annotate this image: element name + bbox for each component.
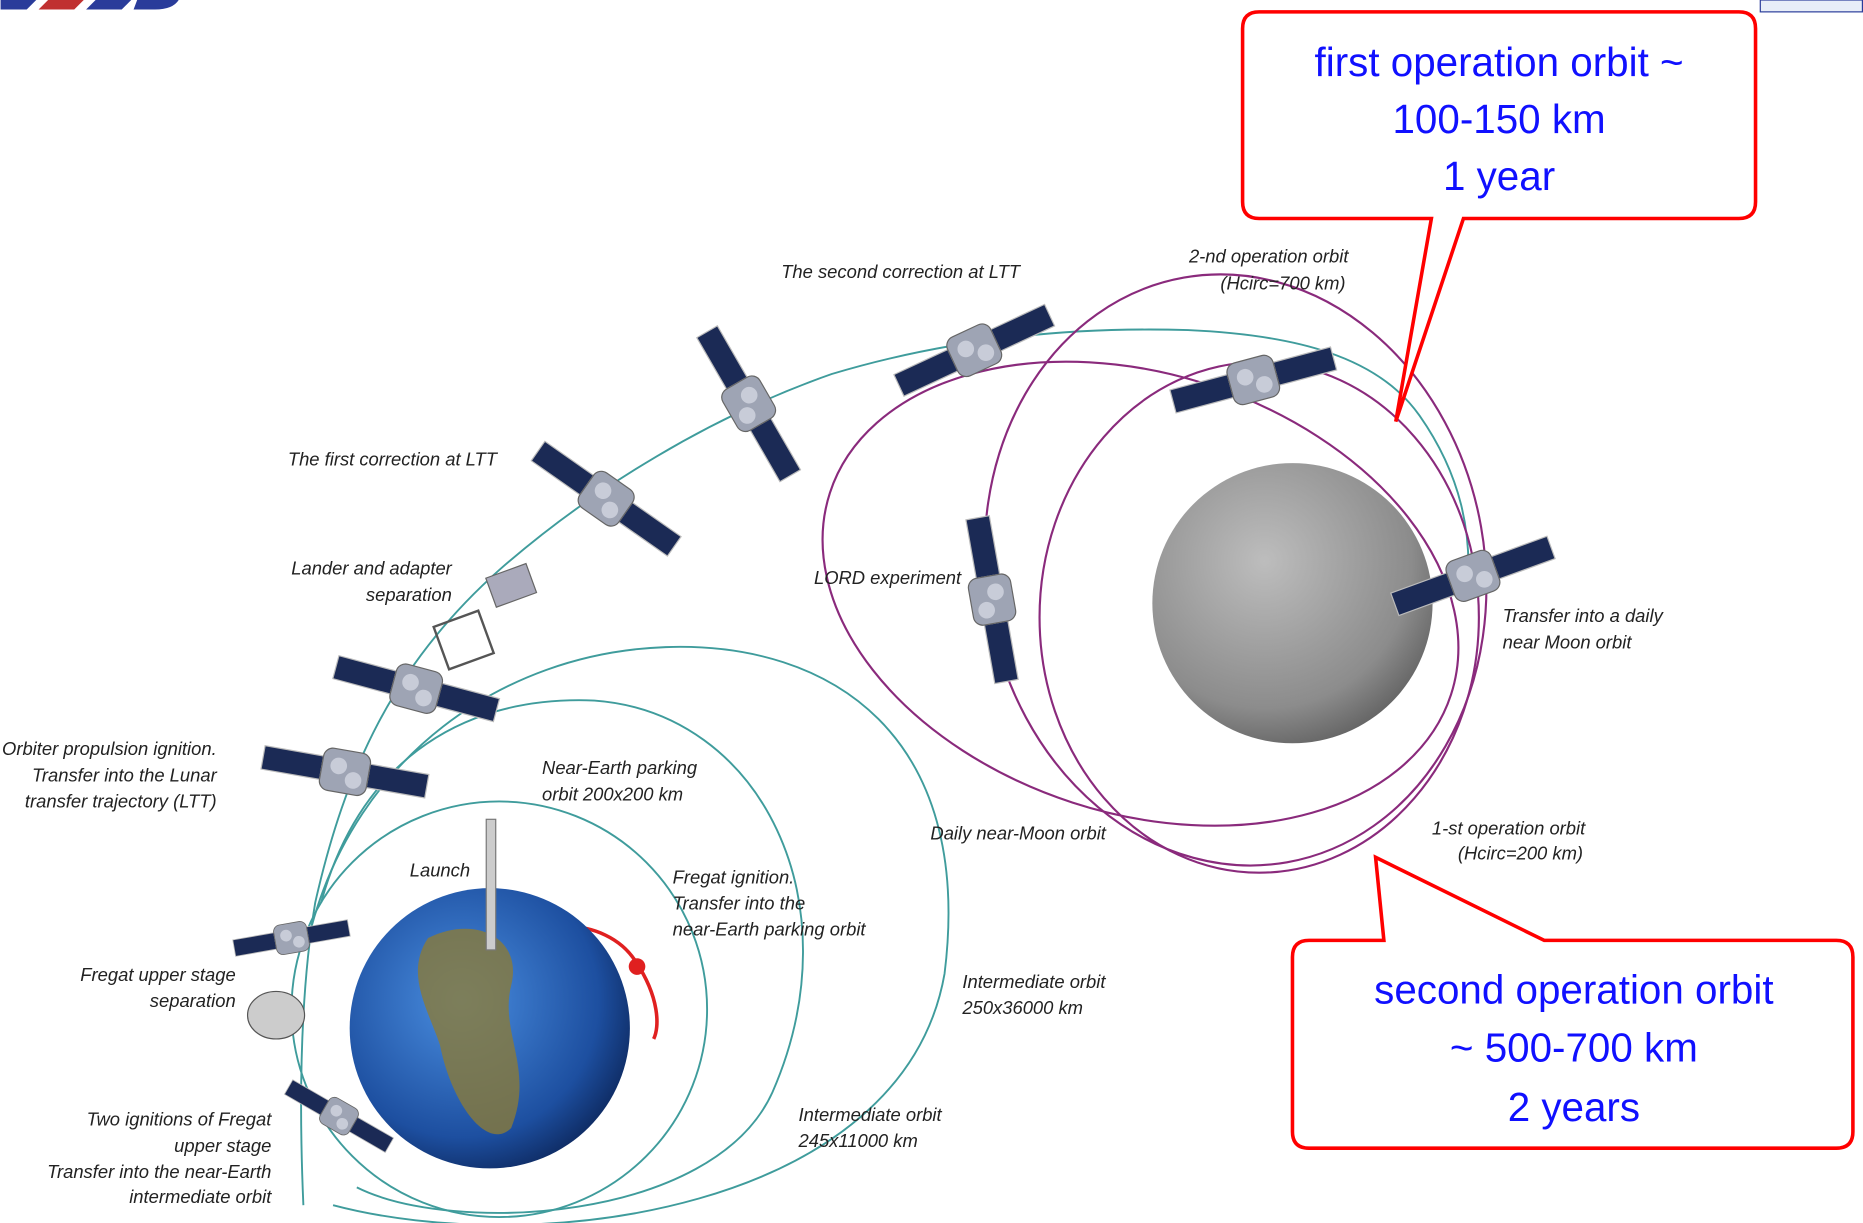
label: Intermediate orbit xyxy=(962,971,1106,992)
callout-text: ~ 500-700 km xyxy=(1450,1025,1698,1071)
label: upper stage xyxy=(174,1135,271,1156)
callout-text: 2 years xyxy=(1508,1084,1640,1130)
diagram: The second correction at LTT 2-nd operat… xyxy=(0,0,1863,1223)
label: Transfer into the Lunar xyxy=(32,764,218,785)
moon xyxy=(1152,463,1432,743)
label: separation xyxy=(150,990,236,1011)
label: 250x36000 km xyxy=(961,997,1083,1018)
label: 245x11000 km xyxy=(798,1130,918,1151)
label: Near-Earth parking xyxy=(542,757,698,778)
label: 2-nd operation orbit xyxy=(1188,245,1349,266)
logo xyxy=(1760,0,1862,12)
ignition-point xyxy=(629,958,646,975)
label: Orbiter propulsion ignition. xyxy=(2,738,217,759)
label: 1-st operation orbit xyxy=(1432,818,1586,839)
label: Launch xyxy=(410,859,470,880)
label: Transfer into the xyxy=(673,893,806,914)
label: near-Earth parking orbit xyxy=(673,919,867,940)
label: near Moon orbit xyxy=(1503,631,1633,652)
label: Transfer into the near-Earth xyxy=(47,1161,271,1182)
label: (Hcirc=700 km) xyxy=(1220,273,1345,294)
label: LORD experiment xyxy=(814,567,962,588)
label: Daily near-Moon orbit xyxy=(930,822,1106,843)
page: The second correction at LTT 2-nd operat… xyxy=(0,0,1863,1223)
label: orbit 200x200 km xyxy=(542,783,683,804)
label: Intermediate orbit xyxy=(799,1104,943,1125)
label: transfer trajectory (LTT) xyxy=(25,790,217,811)
logo xyxy=(1,0,179,9)
label: Fregat upper stage xyxy=(80,964,235,985)
label: The first correction at LTT xyxy=(288,448,499,469)
label: The second correction at LTT xyxy=(781,261,1022,282)
callout-text: second operation orbit xyxy=(1374,966,1773,1012)
label: Fregat ignition. xyxy=(673,866,795,887)
label: separation xyxy=(366,584,452,605)
label: (Hcirc=200 km) xyxy=(1458,843,1583,864)
label: Transfer into a daily xyxy=(1503,605,1665,626)
callout-text: 1 year xyxy=(1443,153,1555,199)
label: Two ignitions of Fregat xyxy=(87,1109,273,1130)
callout-text: 100-150 km xyxy=(1392,96,1605,142)
label: Lander and adapter xyxy=(291,558,452,579)
label: intermediate orbit xyxy=(129,1186,272,1207)
rocket xyxy=(486,819,495,950)
callout-text: first operation orbit ~ xyxy=(1315,39,1684,85)
